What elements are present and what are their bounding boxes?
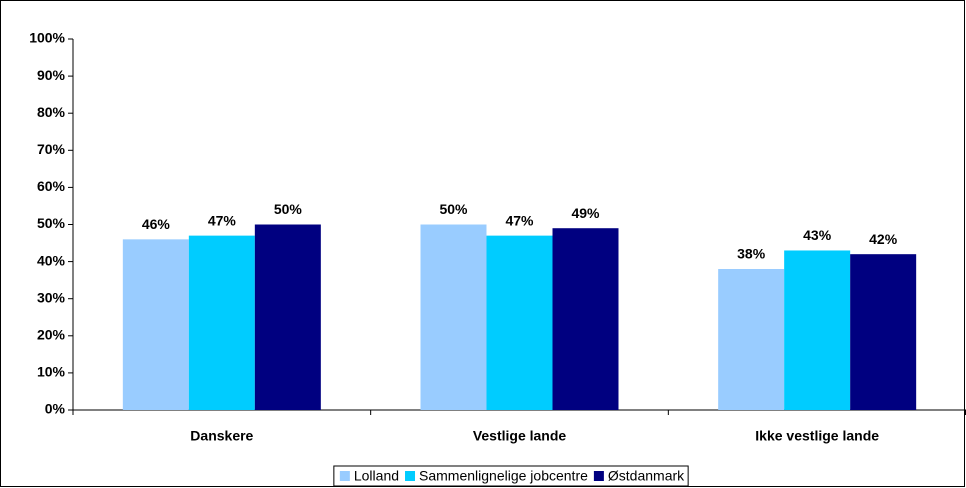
value-label: 47% (208, 212, 237, 228)
bar (718, 269, 785, 410)
value-label: 50% (439, 201, 468, 217)
x-tick-label: Ikke vestlige lande (755, 428, 879, 444)
y-tick-label: 30% (37, 289, 66, 305)
y-tick-label: 10% (37, 364, 66, 380)
legend-swatch (339, 471, 350, 481)
y-tick-label: 100% (29, 30, 65, 46)
value-label: 47% (505, 212, 534, 228)
value-label: 43% (803, 227, 832, 243)
y-tick-label: 50% (37, 215, 66, 231)
y-tick-label: 60% (37, 178, 66, 194)
value-label: 38% (737, 246, 766, 262)
bar (486, 235, 553, 410)
value-label: 42% (869, 231, 898, 247)
bar (122, 239, 189, 410)
bar (552, 228, 619, 410)
y-tick-label: 70% (37, 141, 66, 157)
y-tick-label: 20% (37, 327, 66, 343)
legend-label: Sammenlignelige jobcentre (419, 468, 588, 484)
y-tick-label: 0% (45, 401, 66, 417)
bar (420, 224, 487, 410)
x-tick-label: Vestlige lande (473, 428, 567, 444)
legend-swatch (593, 471, 604, 481)
y-tick-label: 40% (37, 252, 66, 268)
legend-swatch (405, 471, 416, 481)
bar (254, 224, 321, 410)
value-label: 49% (571, 205, 600, 221)
y-tick-label: 80% (37, 104, 66, 120)
x-tick-label: Danskere (190, 428, 253, 444)
value-label: 50% (274, 201, 303, 217)
y-tick-label: 90% (37, 67, 66, 83)
bar (850, 254, 917, 410)
legend-label: Østdanmark (608, 468, 685, 484)
bar (784, 250, 851, 410)
legend-label: Lolland (354, 468, 399, 484)
value-label: 46% (142, 216, 171, 232)
bar (188, 235, 255, 410)
